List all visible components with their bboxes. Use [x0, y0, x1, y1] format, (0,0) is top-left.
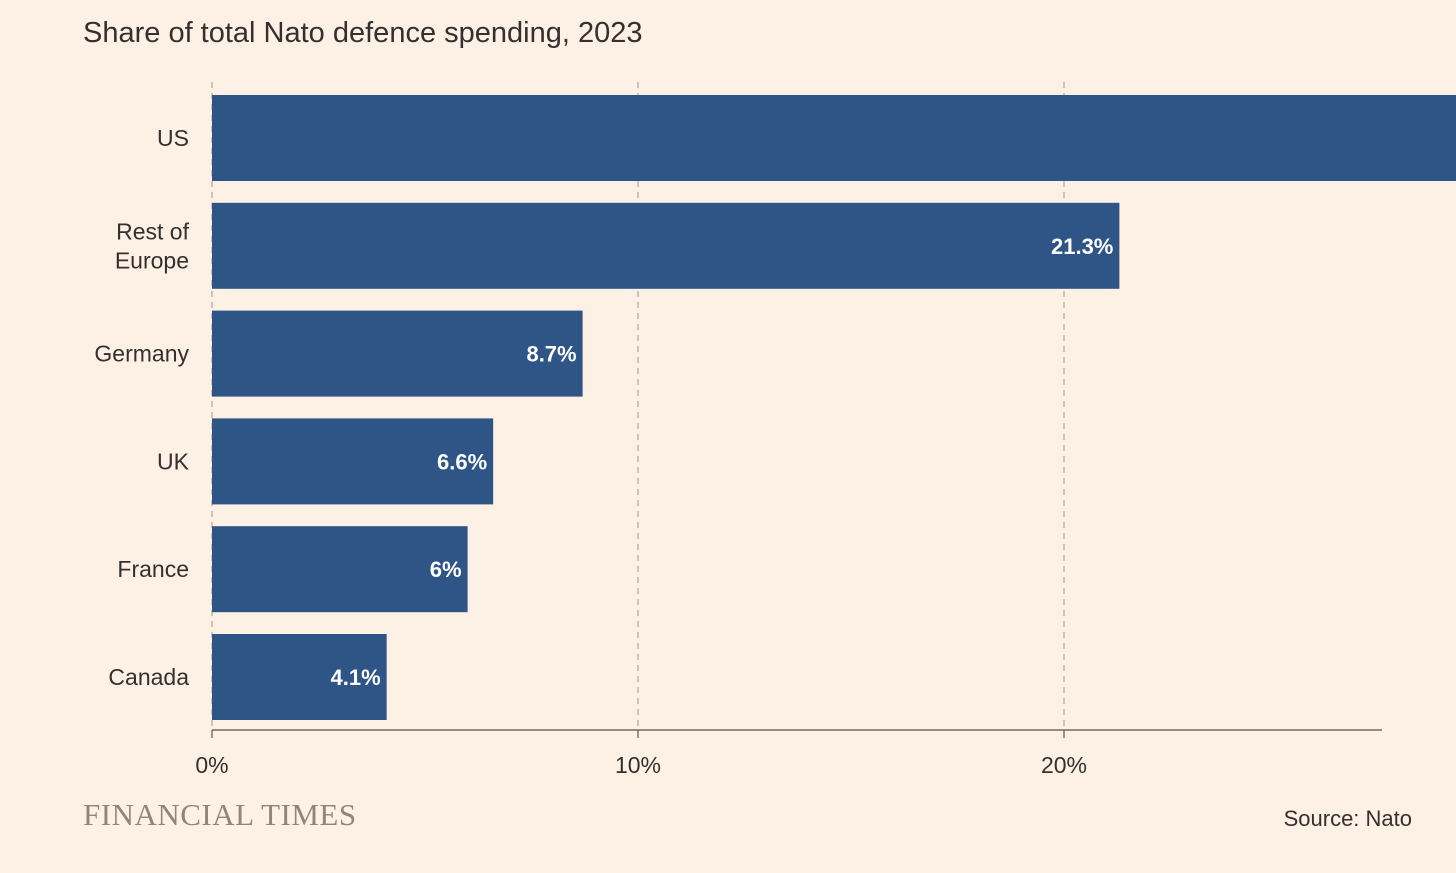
- bar: [212, 526, 468, 613]
- category-label: Rest of Europe: [115, 218, 190, 273]
- bar: [212, 634, 387, 720]
- data-label: 6.6%: [437, 449, 487, 474]
- bar: [212, 418, 494, 505]
- category-label-line: Europe: [115, 247, 189, 273]
- grid-lines: [211, 82, 1065, 730]
- x-tick-label: 0%: [195, 752, 228, 778]
- category-label: Germany: [94, 341, 189, 367]
- category-label: UK: [157, 448, 190, 474]
- data-label: 21.3%: [1051, 234, 1113, 259]
- bar: [212, 95, 1456, 181]
- x-tick-label: 10%: [615, 752, 661, 778]
- data-label: 4.1%: [331, 665, 381, 690]
- bar: [212, 310, 583, 397]
- bars: 53.3%21.3%8.7%6.6%6%4.1%: [212, 95, 1456, 720]
- bar: [212, 202, 1120, 289]
- category-label-line: US: [157, 125, 189, 151]
- category-label-line: France: [117, 556, 189, 582]
- chart-title: Share of total Nato defence spending, 20…: [83, 17, 643, 49]
- data-label: 8.7%: [526, 342, 576, 367]
- x-axis: 0%10%20%30%40%50%: [195, 729, 1382, 778]
- category-label-line: Rest of: [116, 218, 189, 244]
- category-label: Canada: [108, 664, 189, 690]
- category-label-line: Canada: [108, 664, 189, 690]
- data-label: 6%: [430, 557, 462, 582]
- category-labels: US Rest of Europe Germany UK France Canada: [94, 125, 189, 690]
- source-note: Source: Nato: [1283, 806, 1412, 831]
- x-tick-label: 20%: [1041, 752, 1087, 778]
- ft-logo: FINANCIAL TIMES: [83, 797, 357, 832]
- category-label-line: UK: [157, 448, 190, 474]
- category-label-line: Germany: [94, 341, 189, 367]
- category-label: US: [157, 125, 189, 151]
- category-label: France: [117, 556, 189, 582]
